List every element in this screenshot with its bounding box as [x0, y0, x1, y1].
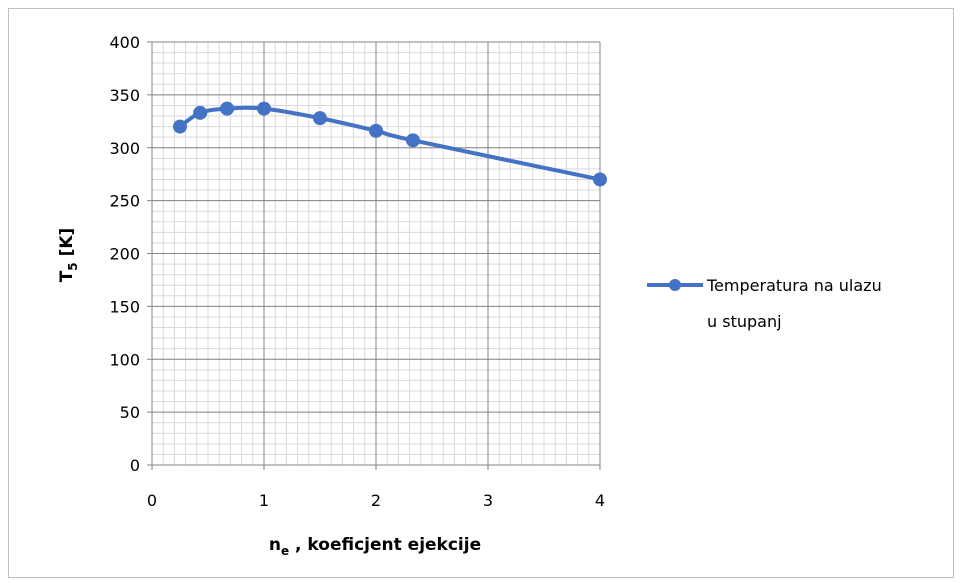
x-axis-title: ne , koeficjent ejekcije — [269, 535, 481, 558]
x-tick-label: 0 — [147, 491, 157, 510]
x-tick-labels: 0 1 2 3 4 — [147, 491, 605, 510]
data-point — [257, 101, 271, 116]
data-point — [220, 101, 235, 116]
data-point — [193, 105, 208, 120]
data-point — [369, 123, 383, 138]
series-layer — [173, 101, 607, 187]
x-tick-label: 3 — [483, 491, 493, 510]
y-axis-title: T5 [K] — [57, 228, 80, 283]
legend-label-line1: Temperatura na ulazu — [706, 276, 882, 295]
y-tick-label: 250 — [109, 192, 140, 211]
y-tick-label: 150 — [109, 297, 140, 316]
legend-marker — [669, 279, 681, 291]
y-tick-label: 100 — [109, 350, 140, 369]
y-tick-label: 350 — [109, 86, 140, 105]
data-point — [313, 111, 327, 126]
x-tick-label: 4 — [595, 491, 605, 510]
legend-label-line2: u stupanj — [707, 312, 782, 331]
y-tick-label: 400 — [109, 33, 140, 52]
data-point — [173, 119, 187, 134]
y-tick-label: 0 — [130, 456, 140, 475]
x-tick-label: 2 — [371, 491, 381, 510]
data-point — [593, 172, 607, 187]
chart-area — [8, 8, 954, 578]
legend: Temperatura na ulazu u stupanj — [647, 276, 882, 331]
data-point — [405, 133, 420, 148]
axes — [147, 41, 601, 470]
y-tick-label: 200 — [109, 245, 140, 264]
y-tick-label: 300 — [109, 139, 140, 158]
x-tick-label: 1 — [259, 491, 269, 510]
y-tick-labels: 0 50 100 150 200 250 300 350 400 — [109, 33, 140, 475]
y-tick-label: 50 — [120, 403, 140, 422]
